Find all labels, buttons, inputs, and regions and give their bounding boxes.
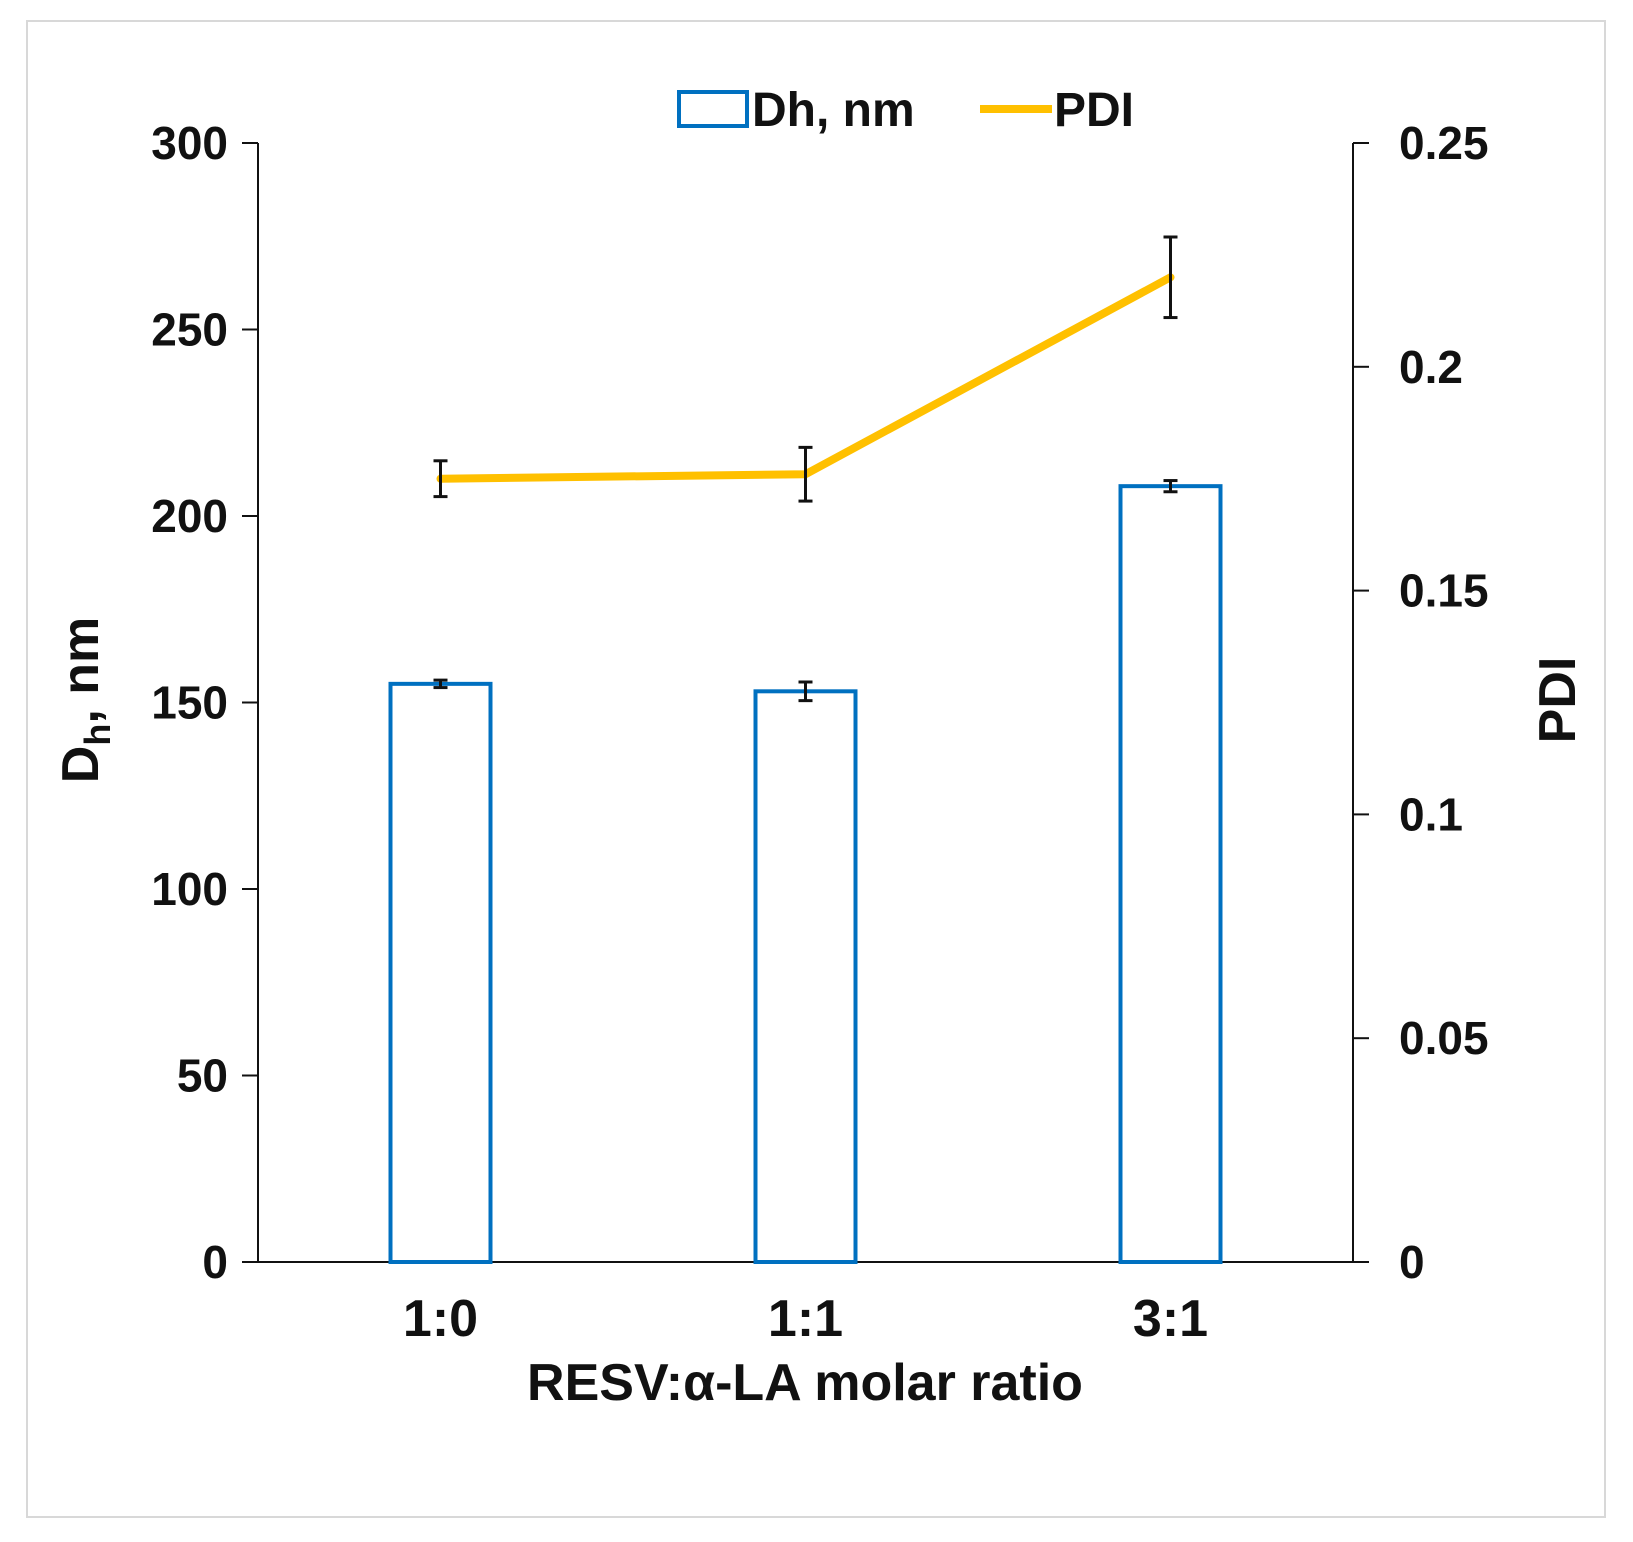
x-tick-label: 1:0 <box>403 1290 478 1348</box>
y2-tick-label: 0 <box>1399 1236 1425 1288</box>
y-tick-label: 200 <box>151 490 228 542</box>
legend-label-dh: Dh, nm <box>752 84 915 137</box>
x-axis-title: RESV:α-LA molar ratio <box>527 1354 1083 1412</box>
y2-tick-label: 0.2 <box>1399 341 1463 393</box>
plot-area: 0 50 100 150 200 250 300 0 0.05 0.1 0.15 0.2 0.25 1:0… <box>151 117 1488 1348</box>
y-axis-title: Dh, nm <box>52 617 118 783</box>
x-tick-label: 3:1 <box>1133 1290 1208 1348</box>
bar-dh-3 <box>1118 484 1223 1265</box>
legend-swatch-dh <box>677 90 749 128</box>
bar-dh-1 <box>388 681 493 1264</box>
y-tick-label: 0 <box>202 1236 228 1288</box>
y2-axis-title: PDI <box>1529 657 1587 744</box>
y-tick-label: 300 <box>151 117 228 169</box>
legend: Dh, nm PDI <box>677 84 1134 137</box>
y2-tick-label: 0.05 <box>1399 1012 1489 1064</box>
y-tick-label: 100 <box>151 863 228 915</box>
bar-dh-2 <box>753 689 858 1264</box>
y-tick-label: 50 <box>177 1050 228 1102</box>
y-tick-label: 150 <box>151 677 228 729</box>
figure-frame <box>26 20 1606 1518</box>
y-tick-label: 250 <box>151 304 228 356</box>
y2-tick-label: 0.1 <box>1399 788 1463 840</box>
y2-tick-label: 0.15 <box>1399 565 1489 617</box>
legend-label-pdi: PDI <box>1054 84 1134 137</box>
y-axis-title-sub: h <box>77 724 118 746</box>
y2-tick-label: 0.25 <box>1399 117 1489 169</box>
x-tick-label: 1:1 <box>768 1290 843 1348</box>
y-axis-title-main: D <box>52 746 110 784</box>
y-axis-title-rest: , nm <box>52 617 110 724</box>
